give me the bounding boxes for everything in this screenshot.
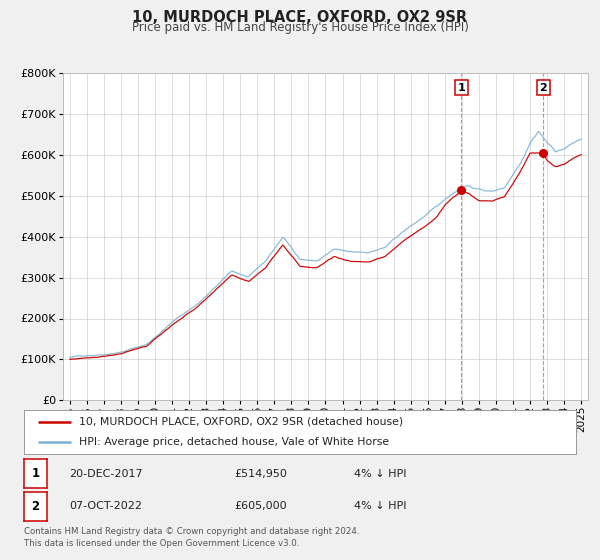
Text: 4% ↓ HPI: 4% ↓ HPI (354, 501, 407, 511)
Text: £514,950: £514,950 (234, 469, 287, 479)
Text: Price paid vs. HM Land Registry's House Price Index (HPI): Price paid vs. HM Land Registry's House … (131, 21, 469, 34)
Text: HPI: Average price, detached house, Vale of White Horse: HPI: Average price, detached house, Vale… (79, 437, 389, 447)
Text: 2: 2 (539, 82, 547, 92)
Text: 1: 1 (457, 82, 465, 92)
Text: 1: 1 (31, 467, 40, 480)
Text: 2: 2 (31, 500, 40, 513)
Text: 10, MURDOCH PLACE, OXFORD, OX2 9SR: 10, MURDOCH PLACE, OXFORD, OX2 9SR (133, 10, 467, 25)
Text: 07-OCT-2022: 07-OCT-2022 (69, 501, 142, 511)
Text: 10, MURDOCH PLACE, OXFORD, OX2 9SR (detached house): 10, MURDOCH PLACE, OXFORD, OX2 9SR (deta… (79, 417, 403, 427)
Text: Contains HM Land Registry data © Crown copyright and database right 2024.
This d: Contains HM Land Registry data © Crown c… (24, 527, 359, 548)
Text: 20-DEC-2017: 20-DEC-2017 (69, 469, 143, 479)
Text: £605,000: £605,000 (234, 501, 287, 511)
Text: 4% ↓ HPI: 4% ↓ HPI (354, 469, 407, 479)
